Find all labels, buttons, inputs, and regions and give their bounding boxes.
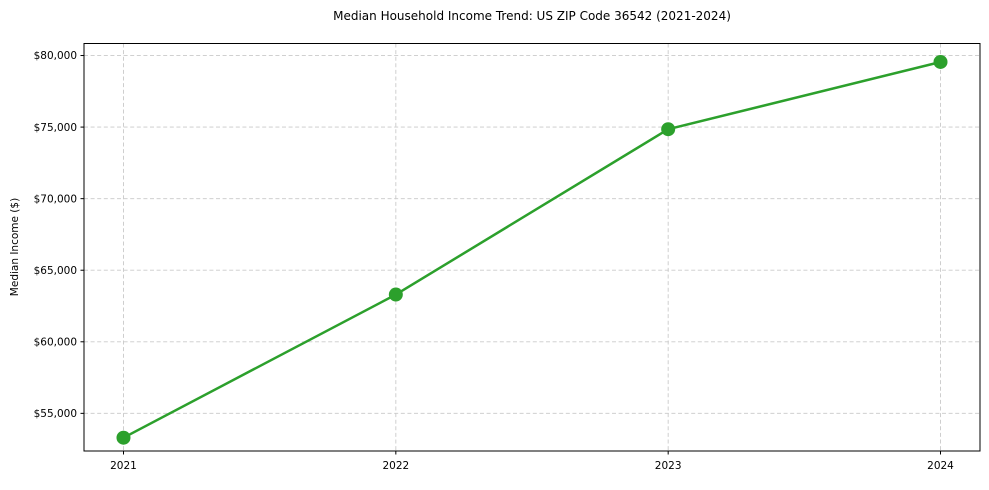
y-axis-label: Median Income ($) bbox=[9, 197, 21, 297]
chart-title: Median Household Income Trend: US ZIP Co… bbox=[333, 9, 731, 23]
y-tick-label: $65,000 bbox=[34, 265, 77, 277]
x-tick-label: 2024 bbox=[927, 460, 954, 472]
trend-line bbox=[122, 60, 942, 439]
y-tick-label: $70,000 bbox=[34, 193, 77, 205]
data-point-2022 bbox=[388, 287, 403, 302]
y-tick-label: $55,000 bbox=[34, 408, 77, 420]
x-tick-label: 2022 bbox=[382, 460, 409, 472]
data-point-2023 bbox=[661, 122, 676, 137]
x-tick-label: 2023 bbox=[655, 460, 682, 472]
data-point-2021 bbox=[116, 430, 131, 445]
x-tick-label: 2021 bbox=[110, 460, 137, 472]
plot-border bbox=[83, 43, 981, 452]
y-tick-label: $75,000 bbox=[34, 122, 77, 134]
y-tick-label: $80,000 bbox=[34, 50, 77, 62]
data-point-2024 bbox=[933, 54, 948, 69]
y-tick-label: $60,000 bbox=[34, 336, 77, 348]
